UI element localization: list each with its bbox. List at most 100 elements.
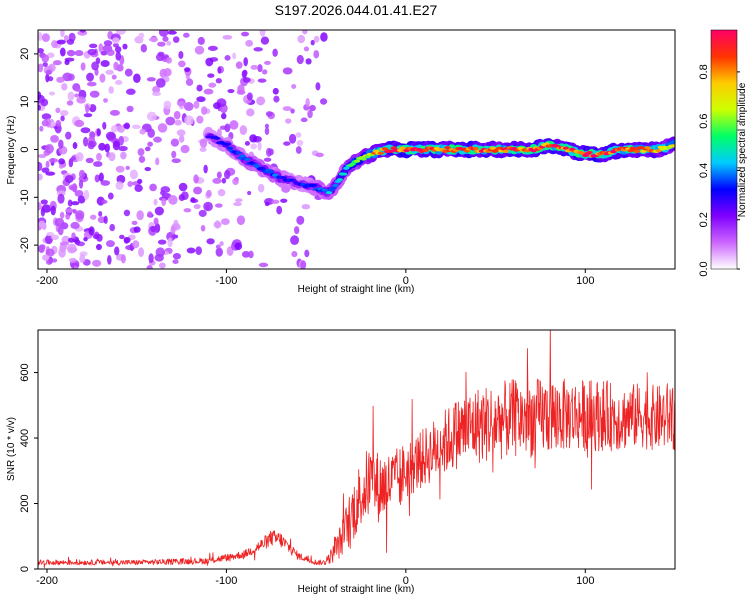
- spectrogram-noise-blob: [88, 226, 95, 236]
- spectrogram-noise-blob: [168, 194, 178, 205]
- spectrogram-noise-blob: [165, 116, 176, 126]
- spectrogram-noise-blob: [174, 119, 182, 126]
- spectrogram-noise-blob: [184, 115, 194, 126]
- spectrogram-noise-blob: [147, 211, 153, 218]
- spectrogram-noise-blob: [107, 192, 114, 200]
- spectrogram-noise-blob: [304, 249, 310, 258]
- spectrogram-y-tick-label: 10: [19, 96, 31, 108]
- spectrogram-noise-blob: [157, 41, 166, 47]
- spectrogram-noise-blob: [295, 132, 302, 138]
- spectrogram-ridge-cell: [530, 149, 537, 153]
- spectrogram-noise-blob: [64, 174, 74, 184]
- spectrogram-noise-blob: [67, 91, 75, 101]
- spectrogram-noise-blob: [147, 128, 155, 138]
- spectrogram-noise-blob: [261, 69, 268, 75]
- spectrogram-noise-blob: [131, 124, 141, 129]
- spectrogram-ridge-cell: [399, 146, 406, 150]
- spectrogram-noise-blob: [146, 265, 153, 269]
- spectrogram-noise-blob: [193, 174, 199, 184]
- spectrogram-noise-blob: [38, 91, 42, 100]
- spectrogram-ridge-cell: [224, 142, 231, 146]
- spectrogram-y-tick-label: -10: [19, 189, 31, 205]
- spectrogram-noise-blob: [305, 58, 312, 65]
- spectrogram-noise-blob: [148, 253, 154, 264]
- spectrogram-noise-blob: [198, 209, 207, 217]
- spectrogram-noise-blob: [232, 178, 239, 186]
- spectrogram-noise-blob: [313, 35, 320, 43]
- spectrogram-noise-blob: [300, 117, 308, 123]
- spectrogram-noise-blob: [40, 207, 46, 217]
- spectrogram-noise-blob: [157, 239, 167, 245]
- spectrogram-noise-blob: [309, 104, 316, 112]
- spectrogram-ridge-cell: [633, 149, 641, 153]
- spectrogram-ridge-cell: [213, 136, 221, 140]
- spectrogram-noise-blob: [172, 259, 179, 264]
- spectrogram-noise-blob: [147, 141, 154, 147]
- spectrogram-noise-blob: [257, 183, 265, 193]
- spectrogram-noise-blob: [110, 125, 119, 133]
- spectrogram-noise-blob: [40, 199, 48, 205]
- spectrogram-noise-blob: [232, 52, 237, 60]
- spectrogram-noise-blob: [140, 44, 148, 53]
- spectrogram-y-axis-title: Frequency (Hz): [6, 116, 17, 185]
- snr-panel: -200 -100 0 100 0 200 400 600 Height of straig…: [6, 329, 676, 595]
- spectrogram-noise-blob: [250, 143, 257, 150]
- spectrogram-noise-blob: [78, 169, 86, 179]
- spectrogram-noise-blob: [244, 141, 251, 146]
- spectrogram-noise-blob: [74, 50, 84, 57]
- spectrogram-noise-blob: [85, 103, 90, 114]
- spectrogram-noise-blob: [59, 245, 68, 250]
- spectrogram-noise-blob: [264, 127, 270, 136]
- spectrogram-noise-blob: [208, 82, 217, 88]
- spectrogram-noise-blob: [108, 86, 114, 94]
- spectrogram-noise-blob: [207, 45, 218, 51]
- spectrogram-noise-blob: [112, 37, 120, 44]
- spectrogram-noise-blob: [66, 100, 74, 106]
- spectrogram-noise-blob: [165, 56, 172, 64]
- spectrogram-noise-blob: [193, 204, 201, 210]
- spectrogram-noise-blob: [138, 155, 146, 163]
- spectrogram-noise-blob: [183, 208, 192, 213]
- spectrogram-noise-blob: [115, 181, 124, 190]
- spectrogram-noise-blob: [260, 36, 270, 45]
- spectrogram-noise-blob: [273, 95, 280, 103]
- spectrogram-ridge-cell: [336, 178, 343, 182]
- spectrogram-noise-blob: [124, 68, 133, 77]
- spectrogram-noise-blob: [42, 62, 48, 67]
- spectrogram-noise-blob: [38, 161, 43, 172]
- spectrogram-noise-blob: [176, 101, 186, 107]
- spectrogram-noise-blob: [196, 96, 206, 103]
- snr-series-line: [38, 330, 675, 569]
- spectrogram-noise-blob: [224, 170, 231, 180]
- spectrogram-noise-blob: [69, 257, 77, 263]
- spectrogram-noise-blob: [148, 37, 159, 42]
- spectrogram-noise-blob: [75, 152, 84, 162]
- spectrogram-noise-blob: [307, 109, 313, 119]
- snr-x-ticks: -200 -100 0 100: [36, 569, 594, 587]
- snr-y-tick-label: 600: [19, 363, 31, 381]
- spectrogram-noise-blob: [100, 180, 111, 186]
- spectrogram-noise-blob: [89, 90, 100, 98]
- spectrogram-noise-blob: [109, 109, 120, 116]
- snr-x-axis-title: Height of straight line (km): [298, 584, 415, 595]
- spectrogram-noise-blob: [137, 148, 145, 157]
- spectrogram-noise-blob: [196, 84, 203, 92]
- spectrogram-noise-blob: [241, 251, 250, 258]
- spectrogram-noise-blob: [66, 38, 75, 45]
- spectrogram-noise-blob: [103, 215, 108, 224]
- spectrogram-noise-blob: [313, 50, 320, 59]
- spectrogram-noise-blob: [83, 113, 93, 118]
- spectrogram-ridge-cell: [377, 151, 384, 155]
- spectrogram-noise-blob: [320, 32, 328, 42]
- spectrogram-noise-blob: [91, 61, 99, 71]
- spectrogram-noise-blob: [108, 152, 116, 162]
- colorbar-ticks: 0.0 0.2 0.4 0.6 0.8: [698, 64, 740, 277]
- spectrogram-ridge-cell: [325, 191, 333, 195]
- spectrogram-noise-blob: [52, 60, 62, 66]
- spectrogram-noise-blob: [265, 111, 273, 117]
- spectrogram-noise-blob: [264, 201, 270, 207]
- spectrogram-noise-blob: [257, 64, 263, 73]
- spectrogram-noise-blob: [203, 88, 214, 95]
